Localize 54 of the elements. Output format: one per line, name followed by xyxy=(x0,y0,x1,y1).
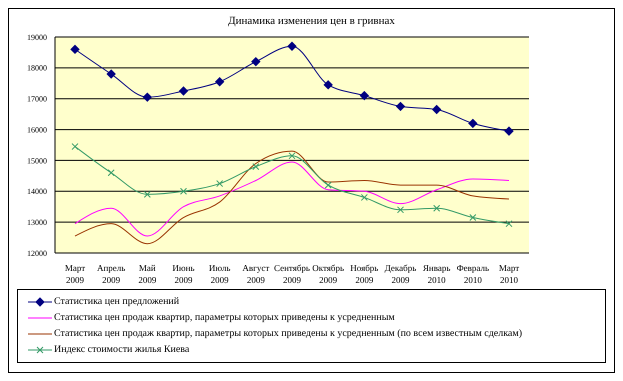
point xyxy=(360,194,368,201)
x-tick-label: Август 2009 xyxy=(242,263,270,285)
point xyxy=(360,91,369,100)
x-tick-label: Март 2009 xyxy=(64,263,86,285)
y-tick-label: 13000 xyxy=(27,218,47,227)
point xyxy=(324,182,332,189)
point xyxy=(504,126,514,136)
y-tick-label: 19000 xyxy=(27,32,47,42)
point xyxy=(432,105,442,114)
point xyxy=(251,57,260,66)
x-tick-label: Июнь 2009 xyxy=(172,263,195,285)
point xyxy=(70,44,80,54)
y-tick-label: 17000 xyxy=(27,94,47,104)
chart-title: Динамика изменения цен в гривнах xyxy=(227,14,396,29)
x-tick-label: Февраль 2010 xyxy=(456,263,490,285)
point xyxy=(144,190,151,198)
x-tick-label: Апрель 2009 xyxy=(96,263,126,285)
y-tick-label: 18000 xyxy=(27,64,47,73)
point xyxy=(396,102,405,111)
legend-label: Статистика цен предложений xyxy=(54,295,180,309)
y-tick-label: 15000 xyxy=(27,156,47,166)
legend-label: Индекс стоимости жилья Киева xyxy=(54,343,190,357)
point xyxy=(433,204,440,212)
line-series xyxy=(74,161,510,237)
x-tick-label: Декабрь 2009 xyxy=(384,263,416,285)
line-series xyxy=(74,150,510,244)
point xyxy=(252,163,260,170)
x-tick-label: Октябрь 2009 xyxy=(312,263,344,285)
point xyxy=(216,180,224,188)
point xyxy=(72,143,78,150)
point xyxy=(108,169,115,176)
legend-label: Статистика цен продаж квартир, параметры которых приведены к усредненным xyxy=(54,311,395,325)
point xyxy=(506,220,512,228)
legend-label: Статистика цен продаж квартир, параметры которых приведены к усредненным (по всем известным сделкам) xyxy=(54,327,522,341)
x-tick-label: Июль 2009 xyxy=(208,263,230,285)
point xyxy=(397,206,404,214)
point xyxy=(215,77,224,86)
x-tick-label: Сентябрь 2009 xyxy=(274,263,310,285)
y-tick-label: 12000 xyxy=(27,248,47,258)
point xyxy=(288,42,296,51)
point xyxy=(142,92,152,102)
y-tick-label: 16000 xyxy=(27,125,47,134)
point xyxy=(324,80,333,90)
y-tick-label: 14000 xyxy=(27,187,47,196)
x-tick-label: Май 2009 xyxy=(138,263,157,285)
point xyxy=(288,152,296,160)
point xyxy=(469,214,476,222)
point xyxy=(180,188,187,195)
point xyxy=(106,70,116,79)
x-tick-label: Январь 2010 xyxy=(422,263,450,285)
point xyxy=(468,118,478,128)
x-tick-label: Ноябрь 2009 xyxy=(350,263,378,285)
point xyxy=(179,86,188,96)
x-tick-label: Март 2010 xyxy=(498,263,520,285)
